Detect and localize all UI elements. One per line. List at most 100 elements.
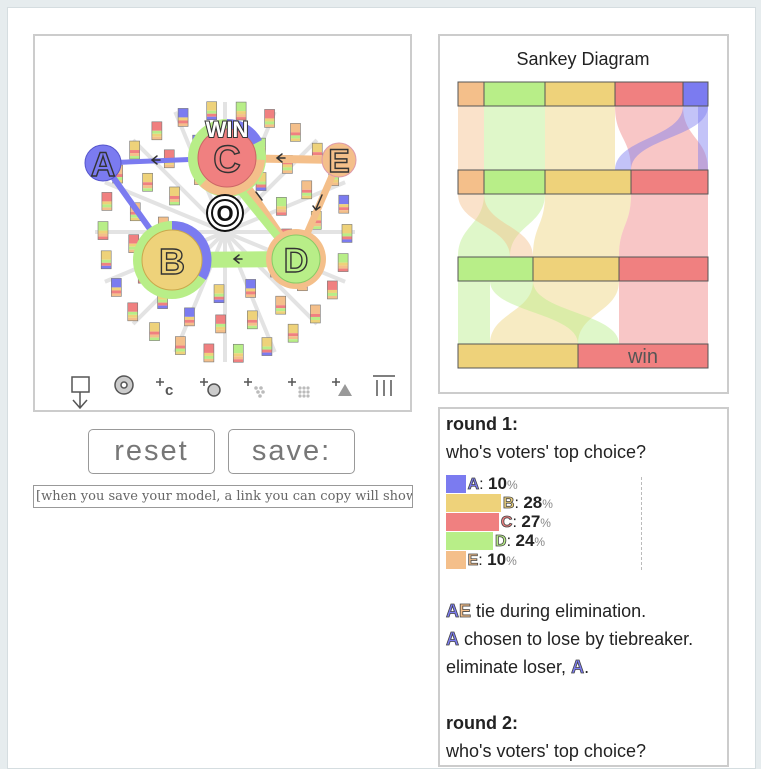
voter-stripe [178, 123, 189, 127]
voter-stripe [169, 198, 180, 202]
candidate[interactable] [84, 144, 122, 182]
voter-stripe [214, 296, 225, 300]
icon-add-crowd[interactable] [244, 378, 265, 398]
tiebreak-ring [211, 199, 239, 227]
voter-outline [151, 121, 163, 141]
voter [310, 304, 321, 324]
round-heading: round 1: [446, 414, 518, 434]
reset-button[interactable]: reset [88, 429, 215, 474]
voter-stripe [127, 314, 138, 318]
voter-stripe [282, 170, 293, 174]
voter-stripe [149, 334, 160, 338]
voter-stripe [101, 259, 112, 263]
voter-outline [287, 323, 299, 343]
sankey-flow [458, 194, 533, 257]
sankey-node [577, 343, 709, 369]
voter-stripe [341, 236, 352, 240]
voter-stripe [127, 302, 138, 312]
voter-stripe [111, 290, 122, 294]
voter-stripe [245, 291, 256, 295]
voter-stripe [310, 319, 321, 323]
candidate[interactable] [321, 142, 357, 178]
candidate-name: E [459, 601, 472, 622]
sankey-flow [619, 194, 708, 257]
icon-add-voter[interactable] [200, 378, 221, 397]
sankey-flow [545, 106, 615, 170]
sankey-node [532, 256, 620, 282]
voter-stripe [301, 180, 312, 190]
voter-stripe [127, 317, 138, 321]
voter-stripe [215, 326, 226, 330]
icon-add-grid[interactable] [288, 378, 310, 398]
voter [100, 250, 112, 270]
voter [213, 284, 225, 304]
voter-stripe [101, 262, 112, 266]
voter-outline [203, 343, 215, 363]
voter [245, 279, 256, 298]
separator: : [479, 476, 489, 493]
voter-stripe [151, 130, 162, 134]
voter-stripe [158, 217, 169, 227]
link-box[interactable]: [when you save your model, a link you ca… [33, 485, 413, 508]
sankey-node [457, 81, 485, 107]
voter [169, 186, 180, 206]
tally-label: E: 10% [467, 550, 517, 570]
voter-stripe [169, 201, 180, 205]
candidate[interactable] [271, 234, 321, 284]
candidate-name: A [571, 657, 585, 678]
icon-add-distribution[interactable] [332, 378, 352, 396]
voter [203, 343, 215, 363]
candidate-label: C [213, 139, 240, 181]
voter-stripe [128, 234, 139, 244]
svg-text:c: c [165, 382, 173, 399]
sankey-flow [533, 194, 631, 257]
candidate[interactable] [141, 229, 203, 291]
voter-stripe [184, 319, 195, 323]
voter-stripe [247, 319, 258, 323]
sankey-flow [458, 281, 490, 344]
sankey-flow [490, 281, 619, 344]
tally-bar [446, 513, 499, 531]
voter [301, 180, 313, 200]
arrow [312, 194, 323, 212]
stage: A B C D E WIN O c Sankey Diagram win [71, 49, 709, 410]
voter-stripe [338, 204, 349, 208]
voter-outline [276, 197, 287, 216]
tally-unit: % [506, 478, 518, 492]
sankey-node [630, 169, 709, 195]
voter [290, 123, 301, 142]
icon-settings[interactable] [114, 375, 134, 395]
tally-unit: % [542, 497, 553, 511]
voter-stripe [256, 187, 267, 191]
voter [235, 101, 247, 121]
voter-stripe [101, 204, 112, 208]
voter-stripe [312, 152, 323, 156]
event-line: A chosen to lose by tiebreaker. [446, 629, 694, 650]
voter-stripe [151, 121, 162, 131]
sankey-node [483, 169, 546, 195]
tally-value: 10 [487, 550, 507, 569]
sankey-flow [698, 106, 708, 170]
event-text: chosen to lose by tiebreaker. [459, 629, 694, 649]
voter-stripe [256, 184, 267, 188]
sankey-node [614, 81, 684, 107]
icon-tool[interactable] [71, 376, 90, 410]
voter-stripe [129, 156, 140, 160]
voter-stripe [261, 352, 272, 356]
voter-stripe [111, 293, 122, 297]
round-question: who's voters' top choice? [446, 442, 646, 462]
tally-label: D: 24% [495, 531, 545, 551]
icon-add-candidate[interactable]: c [156, 378, 173, 399]
sankey-node [544, 81, 616, 107]
save-button[interactable]: save: [228, 429, 355, 474]
icon-menu[interactable] [373, 375, 395, 396]
voter [261, 337, 273, 356]
voter [341, 224, 353, 243]
candidate[interactable] [197, 128, 257, 188]
voter-stripe [151, 133, 162, 137]
voter-stripe [338, 210, 349, 214]
tally-bar [446, 494, 501, 512]
sankey-flow [458, 194, 545, 257]
voter-stripe [282, 167, 293, 171]
voter-stripe [261, 337, 272, 347]
